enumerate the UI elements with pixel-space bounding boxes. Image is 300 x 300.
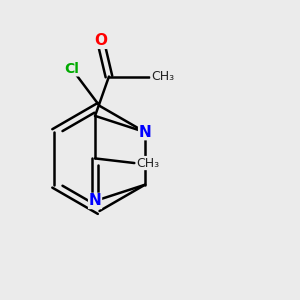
Text: CH₃: CH₃ [151, 70, 174, 83]
Text: CH₃: CH₃ [136, 157, 160, 169]
Text: O: O [94, 33, 107, 48]
Text: N: N [89, 194, 101, 208]
Text: Cl: Cl [64, 62, 79, 76]
Text: N: N [139, 124, 152, 140]
